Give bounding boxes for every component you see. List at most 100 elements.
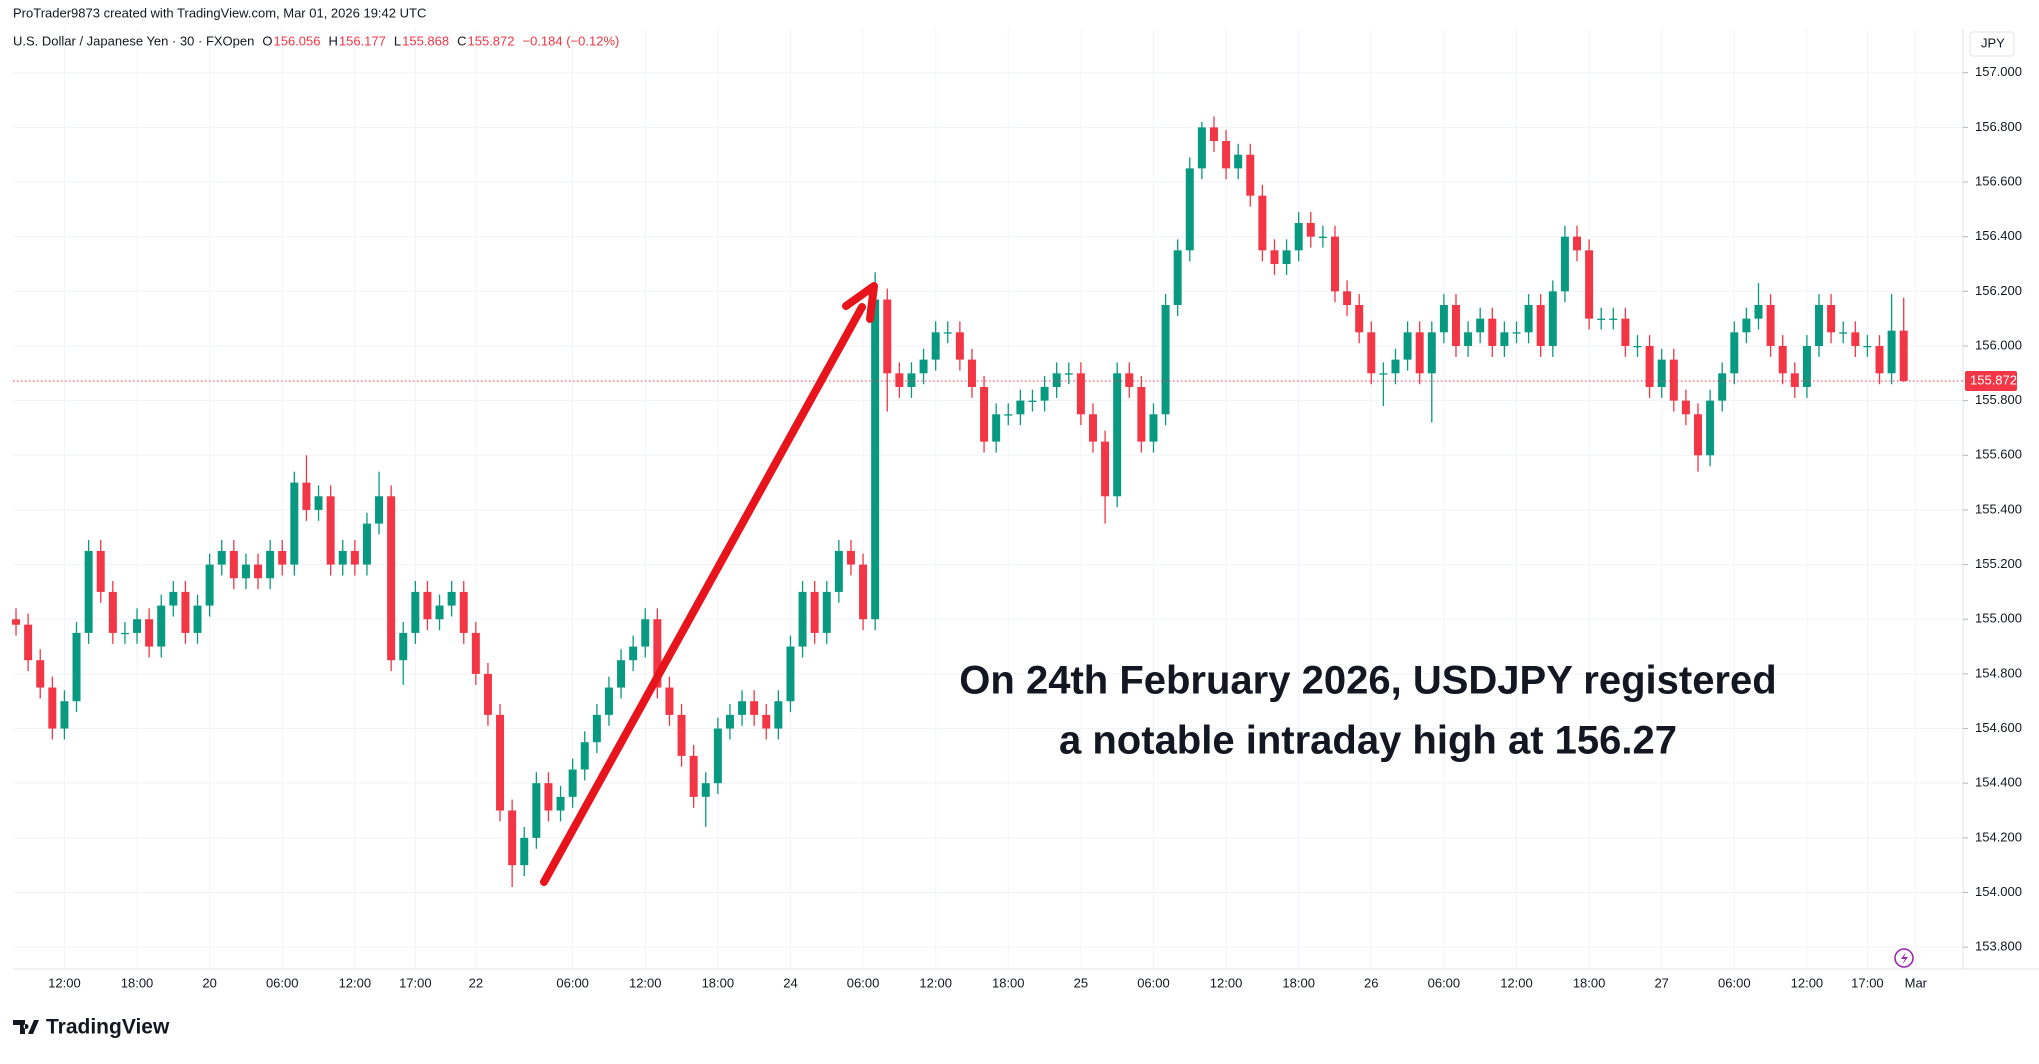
candle-body	[1113, 373, 1122, 497]
candle-body	[350, 550, 359, 565]
candle-body	[169, 591, 178, 606]
y-tick-label: 155.600	[1975, 447, 2022, 462]
candle-body	[1040, 386, 1049, 401]
y-tick-label: 154.400	[1975, 775, 2022, 790]
x-tick-label: 22	[469, 975, 483, 990]
candle-body	[1246, 154, 1255, 196]
candle-body	[1887, 330, 1896, 374]
candle-body	[592, 714, 601, 743]
y-tick-label: 153.800	[1975, 939, 2022, 954]
x-tick-label: 06:00	[1428, 975, 1461, 990]
y-tick-label: 155.000	[1975, 611, 2022, 626]
candle-body	[1778, 345, 1787, 374]
replay-bolt	[1901, 952, 1908, 965]
logo-text: TradingView	[46, 1016, 170, 1039]
candle-body	[617, 660, 626, 688]
x-tick-label: 17:00	[1851, 975, 1884, 990]
candle-body	[1754, 304, 1763, 319]
last-price-box	[1965, 370, 2017, 391]
candle-body	[1585, 250, 1594, 319]
candle-body	[1415, 332, 1424, 374]
x-tick-label: 06:00	[556, 975, 589, 990]
candle-body	[689, 755, 698, 797]
x-tick-label: 18:00	[121, 975, 154, 990]
candle-body	[254, 564, 263, 579]
candle-body	[859, 564, 868, 620]
x-tick-label: 06:00	[847, 975, 880, 990]
candle-body	[1294, 223, 1303, 251]
credit: ProTrader9873 created with TradingView.c…	[13, 5, 426, 20]
candle-body	[1488, 318, 1497, 346]
candle-body	[1633, 345, 1642, 348]
y-tick-label: 154.600	[1975, 720, 2022, 735]
ohlc-key: L	[394, 33, 401, 48]
candle-body	[1137, 386, 1146, 442]
candle-body	[1706, 400, 1715, 456]
candle-body	[1573, 236, 1581, 251]
candle-body	[871, 299, 880, 620]
candle-body	[1125, 373, 1134, 387]
y-tick-label: 156.400	[1975, 228, 2022, 243]
candle-body	[1427, 332, 1436, 374]
candle-body	[604, 687, 613, 715]
candle-body	[1173, 250, 1182, 305]
candle-body	[314, 496, 323, 510]
x-tick-label: 06:00	[1137, 975, 1170, 990]
candle-body	[931, 332, 940, 360]
candle-body	[120, 632, 129, 635]
candle-body	[24, 624, 33, 661]
candle-body	[1597, 318, 1606, 320]
candle-body	[217, 550, 226, 565]
candle-body	[290, 482, 299, 565]
candle-body	[653, 619, 662, 688]
candle-body	[1258, 195, 1267, 251]
candle-body	[846, 550, 855, 565]
last-price-label: 155.872	[1970, 372, 2017, 387]
candle-body	[810, 591, 819, 633]
currency-box	[1969, 31, 2015, 57]
candle-body	[1064, 373, 1073, 375]
candle-body	[1391, 359, 1400, 374]
ohlc-key: C	[457, 33, 466, 48]
candle-body	[798, 591, 807, 647]
candle-body	[1863, 345, 1872, 348]
candle-body	[943, 332, 952, 334]
candle-body	[677, 714, 686, 756]
y-tick-label: 156.000	[1975, 337, 2022, 352]
candle-body	[1790, 373, 1799, 387]
candle-body	[435, 605, 444, 620]
candle-body	[544, 783, 553, 811]
candle-body	[1161, 304, 1170, 415]
x-tick-label: 26	[1364, 975, 1378, 990]
candle-body	[1645, 345, 1654, 387]
candle-body	[1234, 154, 1243, 169]
candle-body	[459, 591, 468, 633]
candle-body	[895, 373, 904, 387]
candle-body	[278, 550, 287, 565]
candle-body	[387, 496, 396, 661]
replay-icon[interactable]	[1894, 948, 1914, 968]
x-tick-label: 17:00	[399, 975, 432, 990]
currency: JPY	[1981, 35, 2005, 50]
candle-body	[302, 482, 311, 510]
candle-body	[181, 591, 190, 633]
candle-body	[822, 591, 831, 633]
ohlc-key: H	[328, 33, 337, 48]
candle-body	[907, 373, 916, 387]
candle-body	[48, 687, 57, 729]
candle-body	[1742, 318, 1751, 333]
x-tick-label: 12:00	[629, 975, 662, 990]
arrow-shaft	[540, 303, 866, 886]
y-tick-label: 155.400	[1975, 501, 2022, 516]
y-tick-label: 155.200	[1975, 556, 2022, 571]
x-tick-label: 20	[202, 975, 216, 990]
x-tick-label: 18:00	[1282, 975, 1315, 990]
candle-body	[1669, 359, 1678, 401]
candle-body	[1076, 373, 1085, 415]
candle-body	[1355, 304, 1364, 333]
candle-body	[1016, 400, 1025, 415]
symbol-legend: U.S. Dollar / Japanese Yen · 30 · FXOpen…	[13, 33, 619, 48]
candle-body	[701, 783, 710, 797]
